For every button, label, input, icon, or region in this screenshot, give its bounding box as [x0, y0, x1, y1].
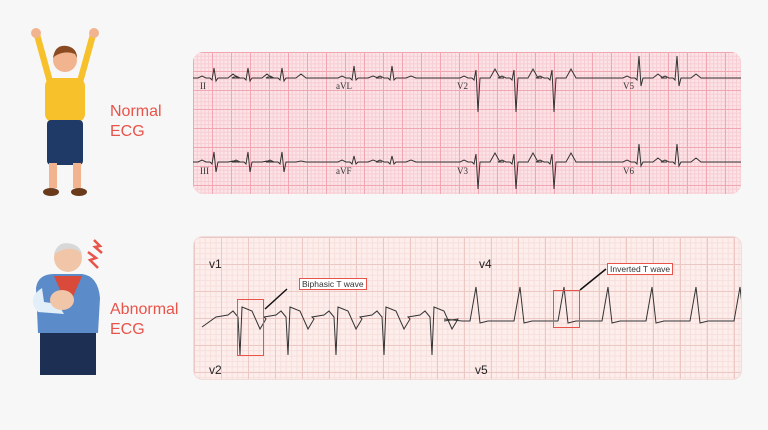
annotation-pointers: [264, 268, 607, 310]
abnormal-ecg-trace: [201, 286, 741, 356]
lead-ii-trace: [193, 67, 333, 83]
lead-v3-trace: [455, 151, 618, 190]
caption-line: Abnormal: [110, 301, 179, 318]
lead-v5-trace: [618, 55, 741, 87]
lead-label: V5: [623, 81, 634, 91]
lead-label: V3: [457, 166, 468, 176]
caption-line: ECG: [110, 321, 145, 338]
biphasic-label: Biphasic T wave: [299, 278, 367, 290]
lead-label: V2: [457, 81, 468, 91]
lead-label: v2: [209, 363, 222, 377]
caption-line: ECG: [110, 123, 145, 140]
lead-v2-trace: [455, 67, 618, 113]
abnormal-ecg-caption: Abnormal ECG: [110, 300, 178, 340]
pointer-line: [579, 268, 607, 291]
lead-avl-trace: [333, 65, 455, 82]
lead-label: V6: [623, 166, 634, 176]
lead-label: aVF: [336, 166, 352, 176]
inverted-label: Inverted T wave: [607, 263, 674, 275]
sick-elderly-person-illustration: [32, 239, 103, 375]
caption-line: Normal: [110, 103, 162, 120]
normal-ecg-trace: [193, 55, 741, 190]
normal-ecg-strip: II aVL V2 V5 III aVF V3 V6: [193, 52, 741, 194]
lead-v6-trace: [618, 143, 741, 168]
lead-label: III: [200, 166, 209, 176]
lead-label: II: [200, 81, 206, 91]
abnormal-ecg-strip: v1 v2 v4 v5 Biphasic T wave Inverted T w…: [193, 236, 742, 380]
lead-v1-v2-trace: [201, 306, 459, 356]
lead-label: v1: [209, 257, 222, 271]
lead-iii-trace: [193, 151, 333, 173]
pointer-line: [264, 288, 288, 310]
lead-v4-v5-trace: [443, 286, 741, 324]
lead-label: aVL: [336, 81, 352, 91]
biphasic-highlight-box: [237, 299, 264, 356]
normal-ecg-caption: Normal ECG: [110, 102, 162, 142]
happy-person-illustration: [31, 28, 99, 196]
lead-label: v5: [475, 363, 488, 377]
inverted-highlight-box: [553, 290, 580, 328]
lead-label: v4: [479, 257, 492, 271]
lead-avf-trace: [333, 155, 455, 165]
